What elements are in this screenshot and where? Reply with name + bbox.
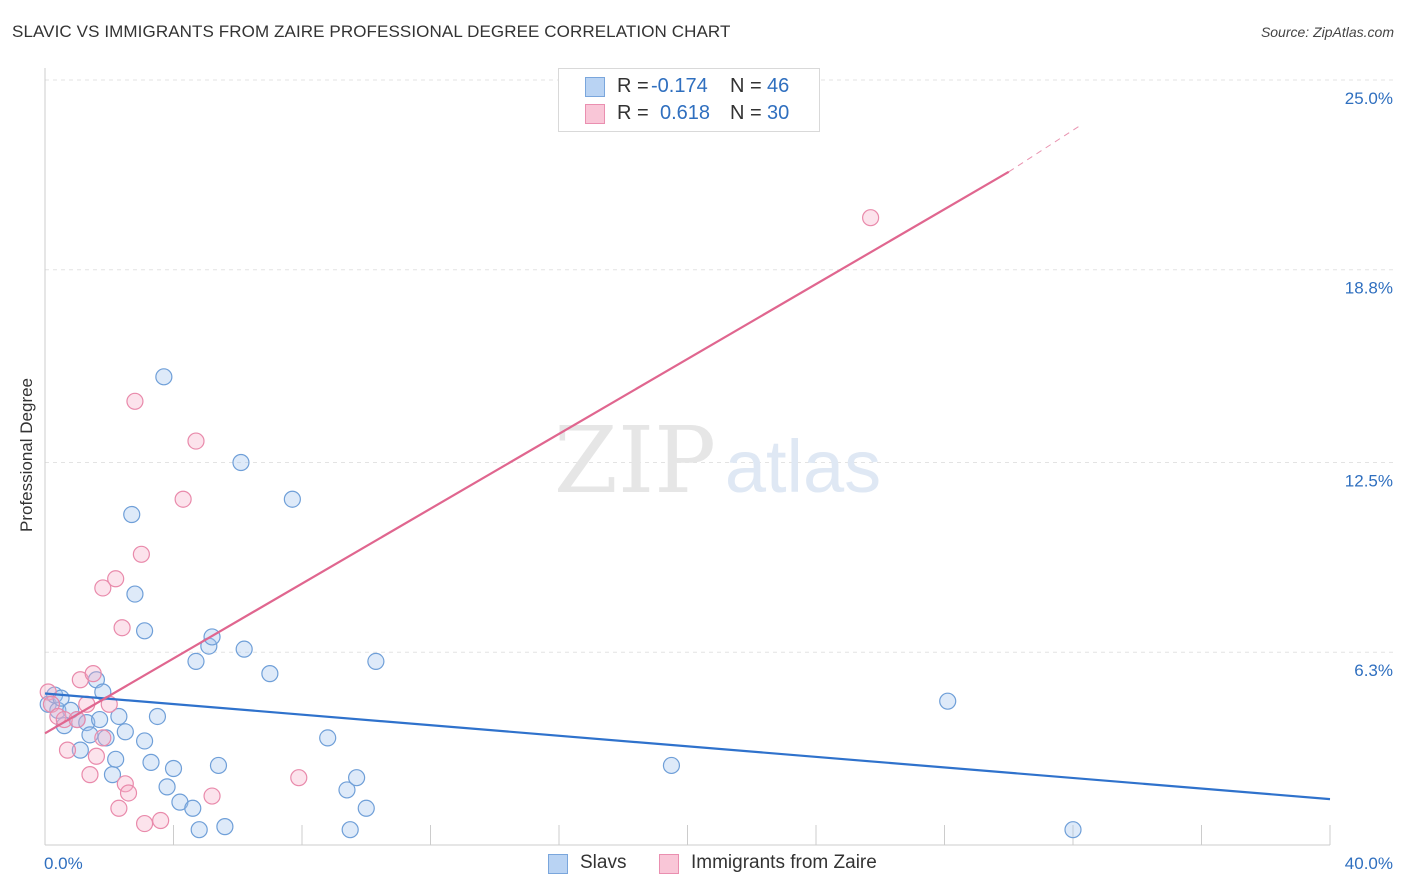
slavs-point <box>116 723 134 741</box>
slavs-point <box>939 692 957 710</box>
slavs-point <box>216 818 234 836</box>
zaire-point <box>203 787 221 805</box>
legend-n-label: N = <box>730 102 762 124</box>
slavs-trend-line <box>44 692 1331 801</box>
slavs-point <box>232 453 250 472</box>
slavs-point <box>107 750 125 768</box>
slavs-point <box>155 368 173 386</box>
zaire-point <box>58 741 77 759</box>
y-tick-label: 6.3% <box>1354 661 1393 680</box>
slavs-point <box>164 759 183 778</box>
slavs-point <box>158 778 176 796</box>
legend-n-label: N = <box>730 75 762 97</box>
zaire-point <box>113 619 131 637</box>
slavs-point <box>357 799 375 817</box>
zaire-point <box>84 665 102 683</box>
zaire-point <box>94 579 112 597</box>
bottom-legend-label-slavs: Slavs <box>580 852 627 873</box>
bottom-legend-label-zaire: Immigrants from Zaire <box>691 852 877 873</box>
zaire-point <box>119 784 138 802</box>
slavs-point <box>235 640 253 658</box>
y-tick-label: 12.5% <box>1345 472 1393 491</box>
zaire-trend-extension <box>1008 125 1081 173</box>
zaire-point <box>862 209 880 227</box>
slavs-point <box>135 732 154 750</box>
slavs-point <box>367 652 385 671</box>
slavs-point <box>184 799 202 817</box>
y-tick-label: 25.0% <box>1345 89 1393 108</box>
watermark-zip: ZIP <box>554 407 716 514</box>
legend-swatch-slavs <box>585 77 605 97</box>
zaire-point <box>107 570 125 588</box>
watermark-atlas: atlas <box>725 425 881 508</box>
slavs-point <box>110 707 128 726</box>
legend-swatch-zaire <box>585 104 605 124</box>
zaire-trend-line <box>44 170 1010 735</box>
slavs-point <box>338 781 356 799</box>
zaire-point <box>81 766 99 784</box>
slavs-point <box>81 726 99 744</box>
chart-title: SLAVIC VS IMMIGRANTS FROM ZAIRE PROFESSI… <box>12 22 731 41</box>
bottom-legend-swatch-zaire <box>659 854 679 874</box>
slavs-point <box>142 753 160 771</box>
zaire-point <box>152 811 170 830</box>
correlation-legend: R = -0.174 N = 46 R = 0.618 N = 30 <box>558 68 820 132</box>
y-tick-label: 18.8% <box>1345 279 1393 298</box>
legend-n-value-zaire: 30 <box>767 102 790 124</box>
bottom-legend-swatch-slavs <box>548 854 568 874</box>
zaire-point <box>290 769 308 787</box>
slavs-point <box>261 665 279 683</box>
slavs-point <box>187 652 205 671</box>
slavs-point <box>1064 821 1082 839</box>
x-tick-label: 40.0% <box>1345 854 1393 873</box>
zaire-point <box>187 432 205 450</box>
slavs-point <box>341 821 359 839</box>
legend-r-label: R = <box>617 75 649 97</box>
slavs-point <box>662 756 681 775</box>
slavs-point <box>126 585 144 603</box>
slavs-point <box>148 707 167 726</box>
slavs-point <box>91 710 109 729</box>
slavs-point <box>123 505 141 524</box>
legend-r-value-slavs: -0.174 <box>651 75 708 97</box>
zaire-point <box>132 545 150 563</box>
zaire-point <box>110 799 128 817</box>
legend-r-label: R = <box>617 102 649 124</box>
zaire-point <box>116 775 134 793</box>
legend-n-value-slavs: 46 <box>767 75 790 97</box>
zaire-point <box>126 392 144 410</box>
slavs-point <box>71 741 89 759</box>
slavs-point <box>319 729 337 747</box>
x-tick-label: 0.0% <box>44 854 83 873</box>
slavs-point <box>190 821 208 839</box>
slavs-point <box>283 490 301 508</box>
slavs-point <box>348 769 366 787</box>
zaire-point <box>87 747 106 765</box>
slavs-point <box>209 756 228 775</box>
legend-r-value-zaire: 0.618 <box>660 102 711 124</box>
chart-source: Source: ZipAtlas.com <box>1260 24 1394 40</box>
zaire-point <box>174 490 192 508</box>
slavs-point <box>135 622 154 640</box>
zaire-point <box>94 729 112 747</box>
zaire-point <box>135 814 154 833</box>
